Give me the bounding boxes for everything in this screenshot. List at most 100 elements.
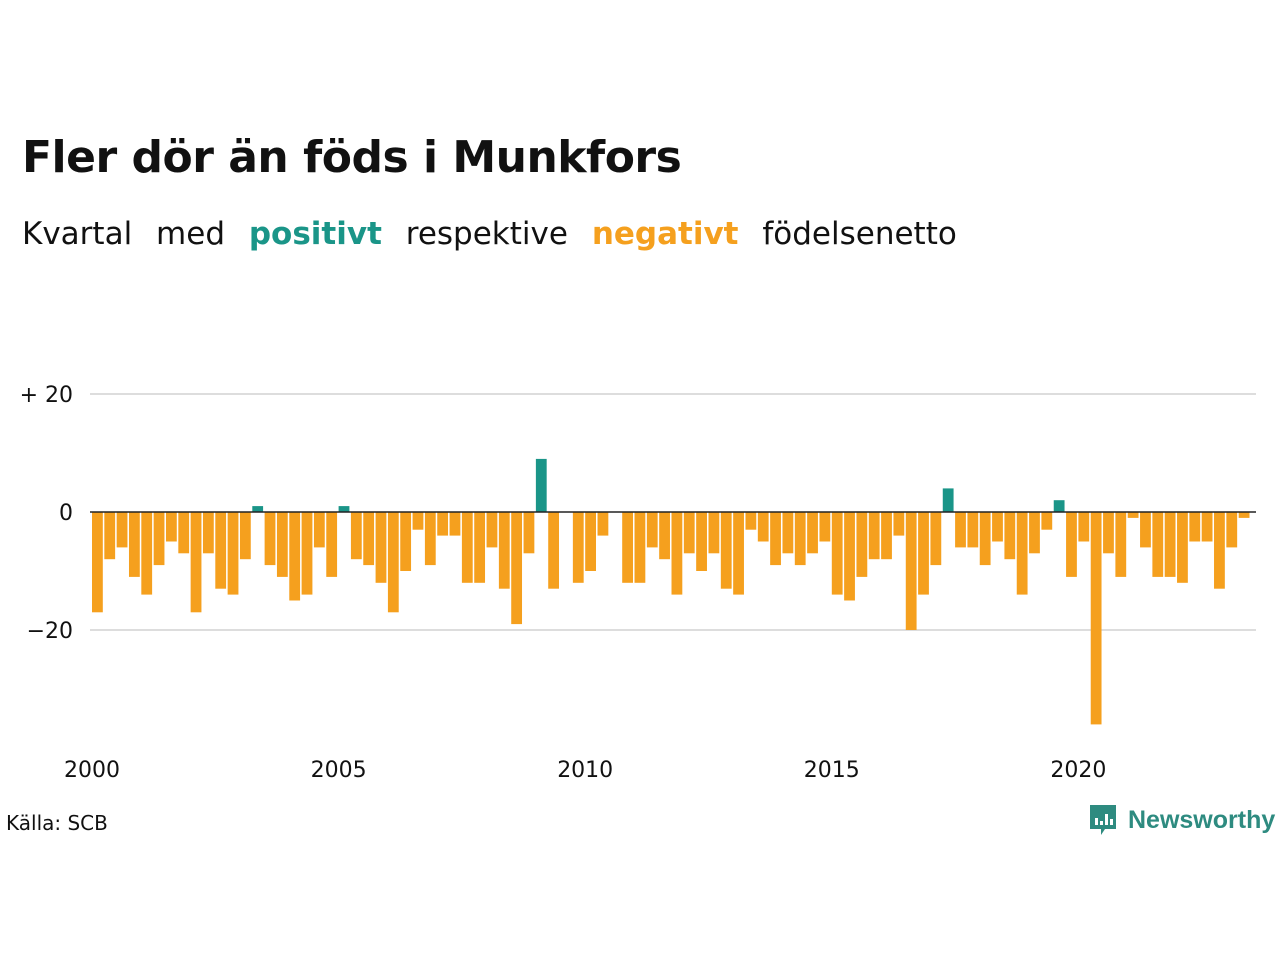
y-tick-label: + 20: [20, 383, 73, 408]
bar: [375, 512, 387, 583]
bar: [868, 512, 880, 560]
bar: [1201, 512, 1213, 542]
bar: [400, 512, 412, 571]
bar: [202, 512, 214, 554]
source-note: Källa: SCB: [6, 811, 108, 835]
bar: [918, 512, 929, 595]
bar: [449, 512, 461, 536]
bar: [178, 512, 190, 554]
bar: [1053, 500, 1065, 512]
bar: [548, 512, 560, 589]
brand-name: Newsworthy: [1128, 805, 1276, 834]
chart-subtitle: Kvartal med positivt respektive negativt…: [22, 216, 971, 252]
bar: [190, 512, 202, 613]
bar: [831, 512, 843, 595]
bar: [461, 512, 473, 583]
bar: [720, 512, 732, 589]
bar: [634, 512, 646, 583]
bar: [1016, 512, 1028, 595]
bar: [597, 512, 609, 536]
bar: [239, 512, 251, 560]
bar: [326, 512, 338, 577]
bar: [350, 512, 362, 560]
subtitle-positive-keyword: positivt: [248, 216, 382, 252]
bar: [1140, 512, 1151, 548]
bar: [128, 512, 140, 577]
bar: [1078, 512, 1090, 542]
bar: [424, 512, 436, 566]
bar: [523, 512, 535, 554]
bar: [893, 512, 905, 536]
bar: [646, 512, 658, 548]
bar: [1238, 512, 1250, 518]
bar: [1152, 512, 1164, 577]
bar: [782, 512, 794, 554]
bar: [683, 512, 695, 554]
bar: [301, 512, 313, 595]
chart-title: Fler dör än föds i Munkfors: [22, 132, 682, 183]
bar: [1029, 512, 1040, 554]
bar: [252, 506, 264, 512]
bar: [289, 512, 301, 601]
bar: [498, 512, 510, 589]
bar: [141, 512, 153, 595]
x-tick-label: 2000: [64, 758, 120, 783]
brand-logo[interactable]: Newsworthy: [1088, 803, 1275, 837]
bar: [856, 512, 868, 577]
x-tick-label: 2010: [557, 758, 613, 783]
grid-lines: [90, 393, 1256, 631]
bar: [437, 512, 449, 536]
bar: [153, 512, 165, 566]
bar: [979, 512, 991, 566]
y-tick-label: −20: [27, 619, 73, 644]
bar: [1177, 512, 1188, 583]
subtitle-word: födelsenetto: [762, 216, 957, 252]
bar: [165, 512, 177, 542]
bar: [227, 512, 239, 595]
bar: [1066, 512, 1077, 577]
bar: [708, 512, 720, 554]
bar: [696, 512, 707, 571]
subtitle-negative-keyword: negativt: [591, 216, 739, 252]
bar: [930, 512, 942, 566]
bar: [338, 506, 350, 512]
bar: [622, 512, 633, 583]
bar: [511, 512, 523, 625]
subtitle-word: Kvartal: [22, 216, 133, 252]
bar: [276, 512, 288, 577]
bar: [794, 512, 806, 566]
bar: [745, 512, 757, 530]
bar: [1164, 512, 1176, 577]
bar-series: [92, 458, 1250, 725]
bar: [1041, 512, 1053, 530]
subtitle-word: respektive: [405, 216, 568, 252]
bar: [215, 512, 227, 589]
bar: [92, 512, 103, 613]
bar: [387, 512, 399, 613]
bar: [1214, 512, 1225, 589]
bar: [967, 512, 979, 548]
x-axis-ticks: 2000 2005 2010 2015 2020: [64, 758, 1106, 783]
bar: [671, 512, 683, 595]
bar: [486, 512, 498, 548]
bar: [733, 512, 744, 595]
bar: [1127, 512, 1139, 518]
bar: [1090, 512, 1102, 725]
y-tick-label: 0: [59, 501, 73, 526]
bar: [1103, 512, 1114, 554]
bar: [363, 512, 375, 566]
newsworthy-logo-icon: [1090, 805, 1116, 835]
bar: [104, 512, 116, 560]
bar: [881, 512, 892, 560]
bar: [757, 512, 769, 542]
bar: [1004, 512, 1016, 560]
bar: [412, 512, 424, 530]
bar: [1115, 512, 1127, 577]
y-axis-ticks: + 20 0 −20: [20, 383, 73, 644]
bar: [572, 512, 584, 583]
bar: [807, 512, 818, 554]
x-tick-label: 2015: [804, 758, 860, 783]
subtitle-word: med: [156, 216, 225, 252]
bar: [942, 488, 954, 512]
